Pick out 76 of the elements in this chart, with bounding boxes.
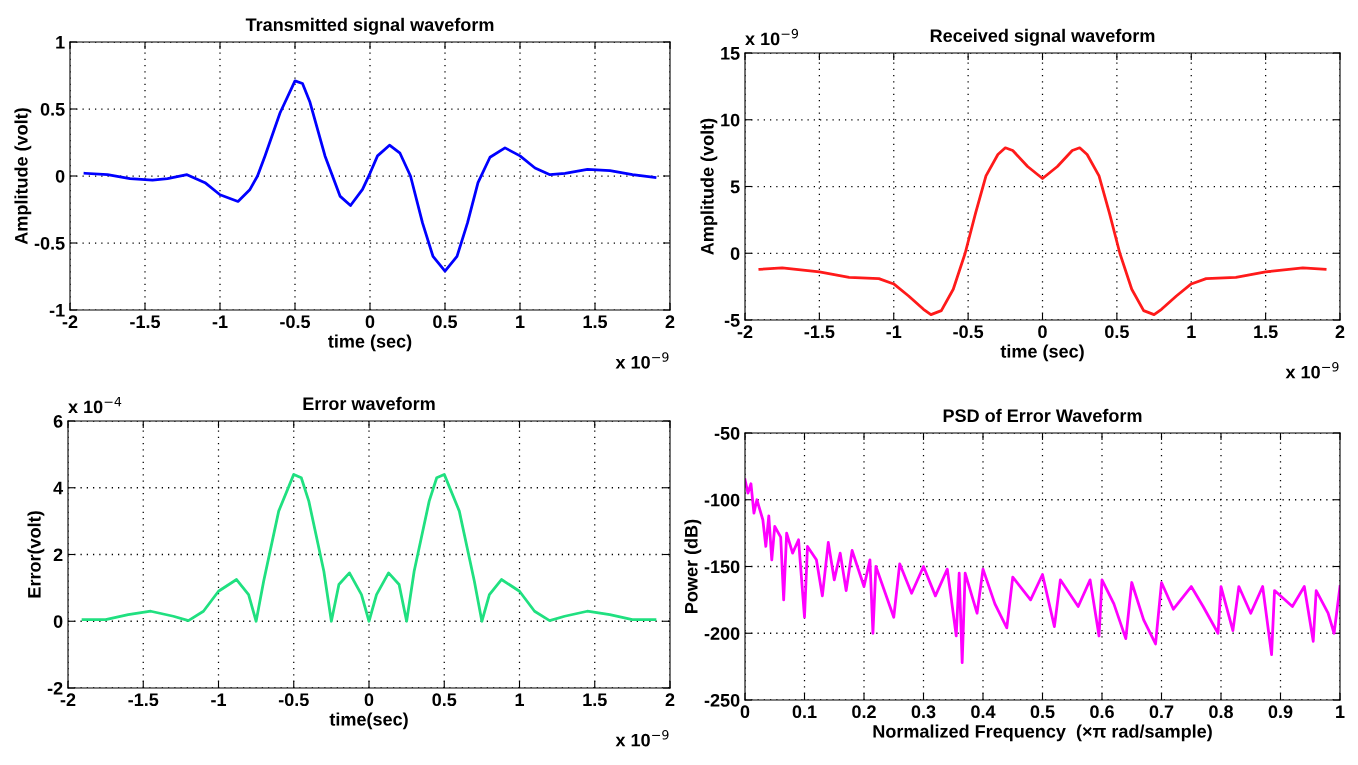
y-tick-label: -0.5 [34, 236, 65, 250]
x-tick-label: -1 [212, 315, 228, 328]
x-axis-title: Normalized Frequency (×π rad/sample) [873, 724, 1212, 742]
x-tick-label: 1 [1336, 705, 1345, 718]
y-tick-label: -100 [704, 493, 740, 507]
y-tick-label: 6 [53, 414, 63, 428]
x-tick-label: 0 [365, 315, 375, 329]
x-tick-label: 0.1 [792, 705, 817, 719]
x-tick-label: 2 [1335, 325, 1345, 338]
x-tick-label: 0.5 [1105, 325, 1129, 339]
line-series [758, 146, 1327, 317]
y-tick-label: -150 [704, 560, 740, 574]
x-tick-label: 0.4 [971, 705, 996, 719]
y-tick-label: -50 [714, 426, 740, 440]
x-tick-label: -0.5 [280, 315, 311, 329]
y-tick-label: 15 [721, 47, 740, 60]
y-tick-label: -2 [47, 681, 63, 695]
x-tick-label: 0 [364, 693, 374, 707]
line-series [745, 478, 1340, 665]
text: x 10$^{−4}$ [68, 397, 122, 414]
x-tick-label: 2 [665, 315, 675, 328]
y-tick-label: 0 [730, 247, 740, 260]
x-tick-label: 0.5 [433, 315, 458, 329]
y-tick-label: -250 [704, 693, 740, 707]
x-tick-label: 0.2 [852, 705, 876, 719]
x-tick-label: -1.5 [804, 325, 835, 339]
x-tick-label: 0.5 [1030, 705, 1055, 719]
chart-title: Received signal waveform [930, 28, 1155, 46]
y-tick-label: 5 [730, 180, 740, 194]
y-tick-label: 4 [53, 481, 64, 495]
y-axis-title: Amplitude (volt) [14, 108, 32, 245]
x-tick-label: 1 [515, 693, 525, 706]
x-tick-label: 2 [665, 693, 675, 706]
y-axis-title: Error(volt) [27, 511, 45, 598]
text: x 10$^{−9}$ [745, 28, 799, 46]
x-axis-title: time (sec) [328, 334, 412, 352]
x-tick-label: 0.5 [432, 693, 457, 707]
x-tick-label: 1 [516, 315, 525, 328]
text: x 10$^{−9}$ [615, 352, 669, 369]
y-tick-label: 2 [53, 548, 63, 562]
x-tick-label: 0 [740, 705, 750, 719]
x-tick-label: 1.5 [1254, 325, 1278, 339]
y-tick-label: 0.5 [40, 102, 65, 116]
x-axis-title: time (sec) [1000, 344, 1084, 362]
line-series [83, 79, 657, 273]
x-tick-label: 0.6 [1090, 705, 1114, 719]
x-axis-title: time(sec) [329, 712, 408, 730]
text: x 10$^{−9}$ [1285, 362, 1339, 379]
line-series [81, 473, 657, 623]
x-tick-label: -1.5 [130, 315, 161, 329]
x-tick-label: -0.5 [278, 693, 309, 707]
x-tick-label: -1 [886, 325, 902, 338]
chart-title: Error waveform [303, 396, 435, 411]
text: x 10$^{−9}$ [615, 730, 669, 747]
x-tick-label: 1.5 [583, 315, 608, 329]
x-tick-label: -1.5 [128, 693, 159, 707]
y-tick-label: -5 [724, 314, 740, 327]
y-tick-label: -1 [49, 304, 65, 317]
y-tick-label: 10 [721, 113, 740, 127]
x-tick-label: 0.9 [1268, 705, 1293, 719]
chart-title: PSD of Error Waveform [943, 408, 1142, 423]
x-tick-label: 0.7 [1149, 705, 1174, 719]
x-tick-label: 0 [1038, 325, 1047, 339]
chart-title: Transmitted signal waveform [245, 17, 494, 35]
x-tick-label: 0.3 [911, 705, 936, 719]
y-axis-title: Amplitude (volt) [700, 118, 718, 255]
x-tick-label: -0.5 [953, 325, 984, 339]
y-tick-label: 0 [55, 169, 65, 183]
x-tick-label: 0.8 [1209, 705, 1233, 719]
y-tick-label: -200 [704, 627, 740, 640]
y-tick-label: 1 [56, 36, 65, 49]
x-tick-label: -1 [211, 693, 227, 706]
y-tick-label: 0 [53, 615, 63, 628]
x-tick-label: 1 [1187, 325, 1196, 338]
y-axis-title: Power (dB) [684, 519, 702, 613]
x-tick-label: 1.5 [583, 693, 607, 707]
